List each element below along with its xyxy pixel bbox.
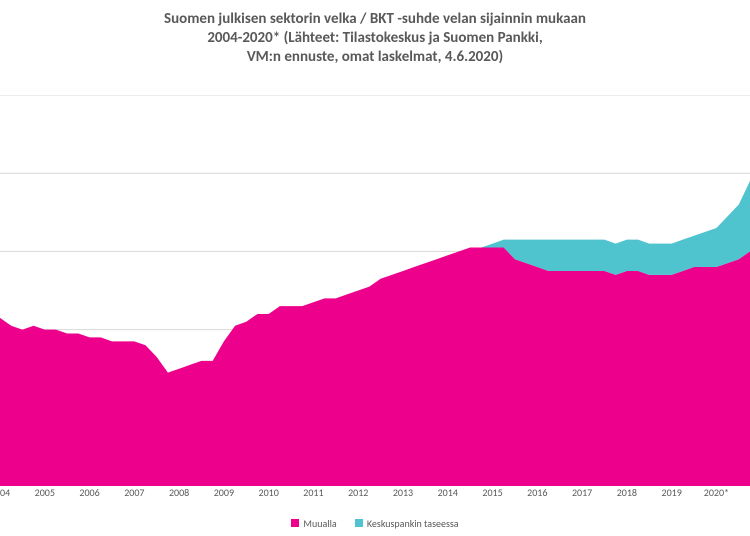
x-axis-label: 2005 <box>35 486 55 499</box>
x-axis-label: 2012 <box>348 486 368 499</box>
plot-area <box>0 95 750 486</box>
title-line-1: Suomen julkisen sektorin velka / BKT -su… <box>0 10 750 29</box>
x-axis-label: 2006 <box>79 486 99 499</box>
legend-swatch-muualla <box>291 519 299 527</box>
x-axis-label: 2020* <box>704 486 729 499</box>
x-axis-label: 2013 <box>393 486 413 499</box>
x-axis-label: 2017 <box>572 486 592 499</box>
x-axis-label: 2018 <box>617 486 637 499</box>
chart-title: Suomen julkisen sektorin velka / BKT -su… <box>0 10 750 66</box>
x-axis-label: 2008 <box>169 486 189 499</box>
title-line-3: VM:n ennuste, omat laskelmat, 4.6.2020) <box>0 48 750 67</box>
title-line-2: 2004-2020* (Lähteet: Tilastokeskus ja Su… <box>0 29 750 48</box>
x-axis-label: 2011 <box>303 486 323 499</box>
legend-item-muualla: Muualla <box>291 517 336 530</box>
x-axis-label: 2016 <box>527 486 547 499</box>
x-axis-labels: 2004 2005 2006 2007 2008 2009 2010 2011 2012 2013… <box>0 486 750 502</box>
legend-item-keskuspankki: Keskuspankin taseessa <box>355 517 459 530</box>
x-axis-label: 2014 <box>438 486 458 499</box>
x-axis-label: 2019 <box>662 486 682 499</box>
x-axis-label: 2010 <box>259 486 279 499</box>
legend-swatch-keskuspankki <box>355 519 363 527</box>
x-axis-label: 2015 <box>482 486 502 499</box>
legend: Muualla Keskuspankin taseessa <box>0 517 750 531</box>
legend-label-keskuspankki: Keskuspankin taseessa <box>367 517 459 530</box>
x-axis-label: 2009 <box>214 486 234 499</box>
chart-container: Suomen julkisen sektorin velka / BKT -su… <box>0 0 750 536</box>
area-chart-svg <box>0 95 750 486</box>
x-axis-label: 2007 <box>124 486 144 499</box>
legend-label-muualla: Muualla <box>303 517 336 530</box>
area-series-muualla <box>0 247 750 486</box>
x-axis-label: 2004 <box>0 486 10 499</box>
